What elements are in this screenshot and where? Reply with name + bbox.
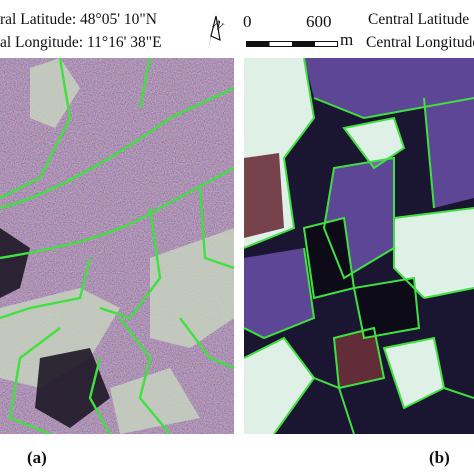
scale-unit-label: m — [340, 30, 354, 49]
left-central-longitude: al Longitude: 11°16' 38"E — [0, 34, 162, 51]
caption-b: (b) — [429, 448, 450, 467]
caption-a: (a) — [27, 448, 47, 467]
scale-end-label: 600 — [306, 12, 332, 31]
north-arrow-icon: N — [194, 10, 228, 54]
scale-start-label: 0 — [243, 12, 252, 31]
optical-red-fields — [244, 153, 384, 388]
sar-image-panel — [0, 58, 234, 434]
optical-dark-fields — [304, 218, 419, 338]
scale-bar-icon — [246, 36, 338, 47]
optical-purple-fields — [244, 58, 474, 338]
sar-urban-areas — [0, 58, 234, 434]
right-central-latitude: Central Latitude — [368, 11, 470, 28]
sar-dark-regions — [0, 228, 110, 428]
optical-image-panel — [244, 58, 474, 434]
right-central-longitude: Central Longitude — [366, 34, 474, 51]
left-central-latitude: ral Latitude: 48°05' 10"N — [0, 11, 157, 28]
optical-field-boundaries — [244, 58, 474, 434]
sar-field-boundaries — [0, 58, 234, 434]
